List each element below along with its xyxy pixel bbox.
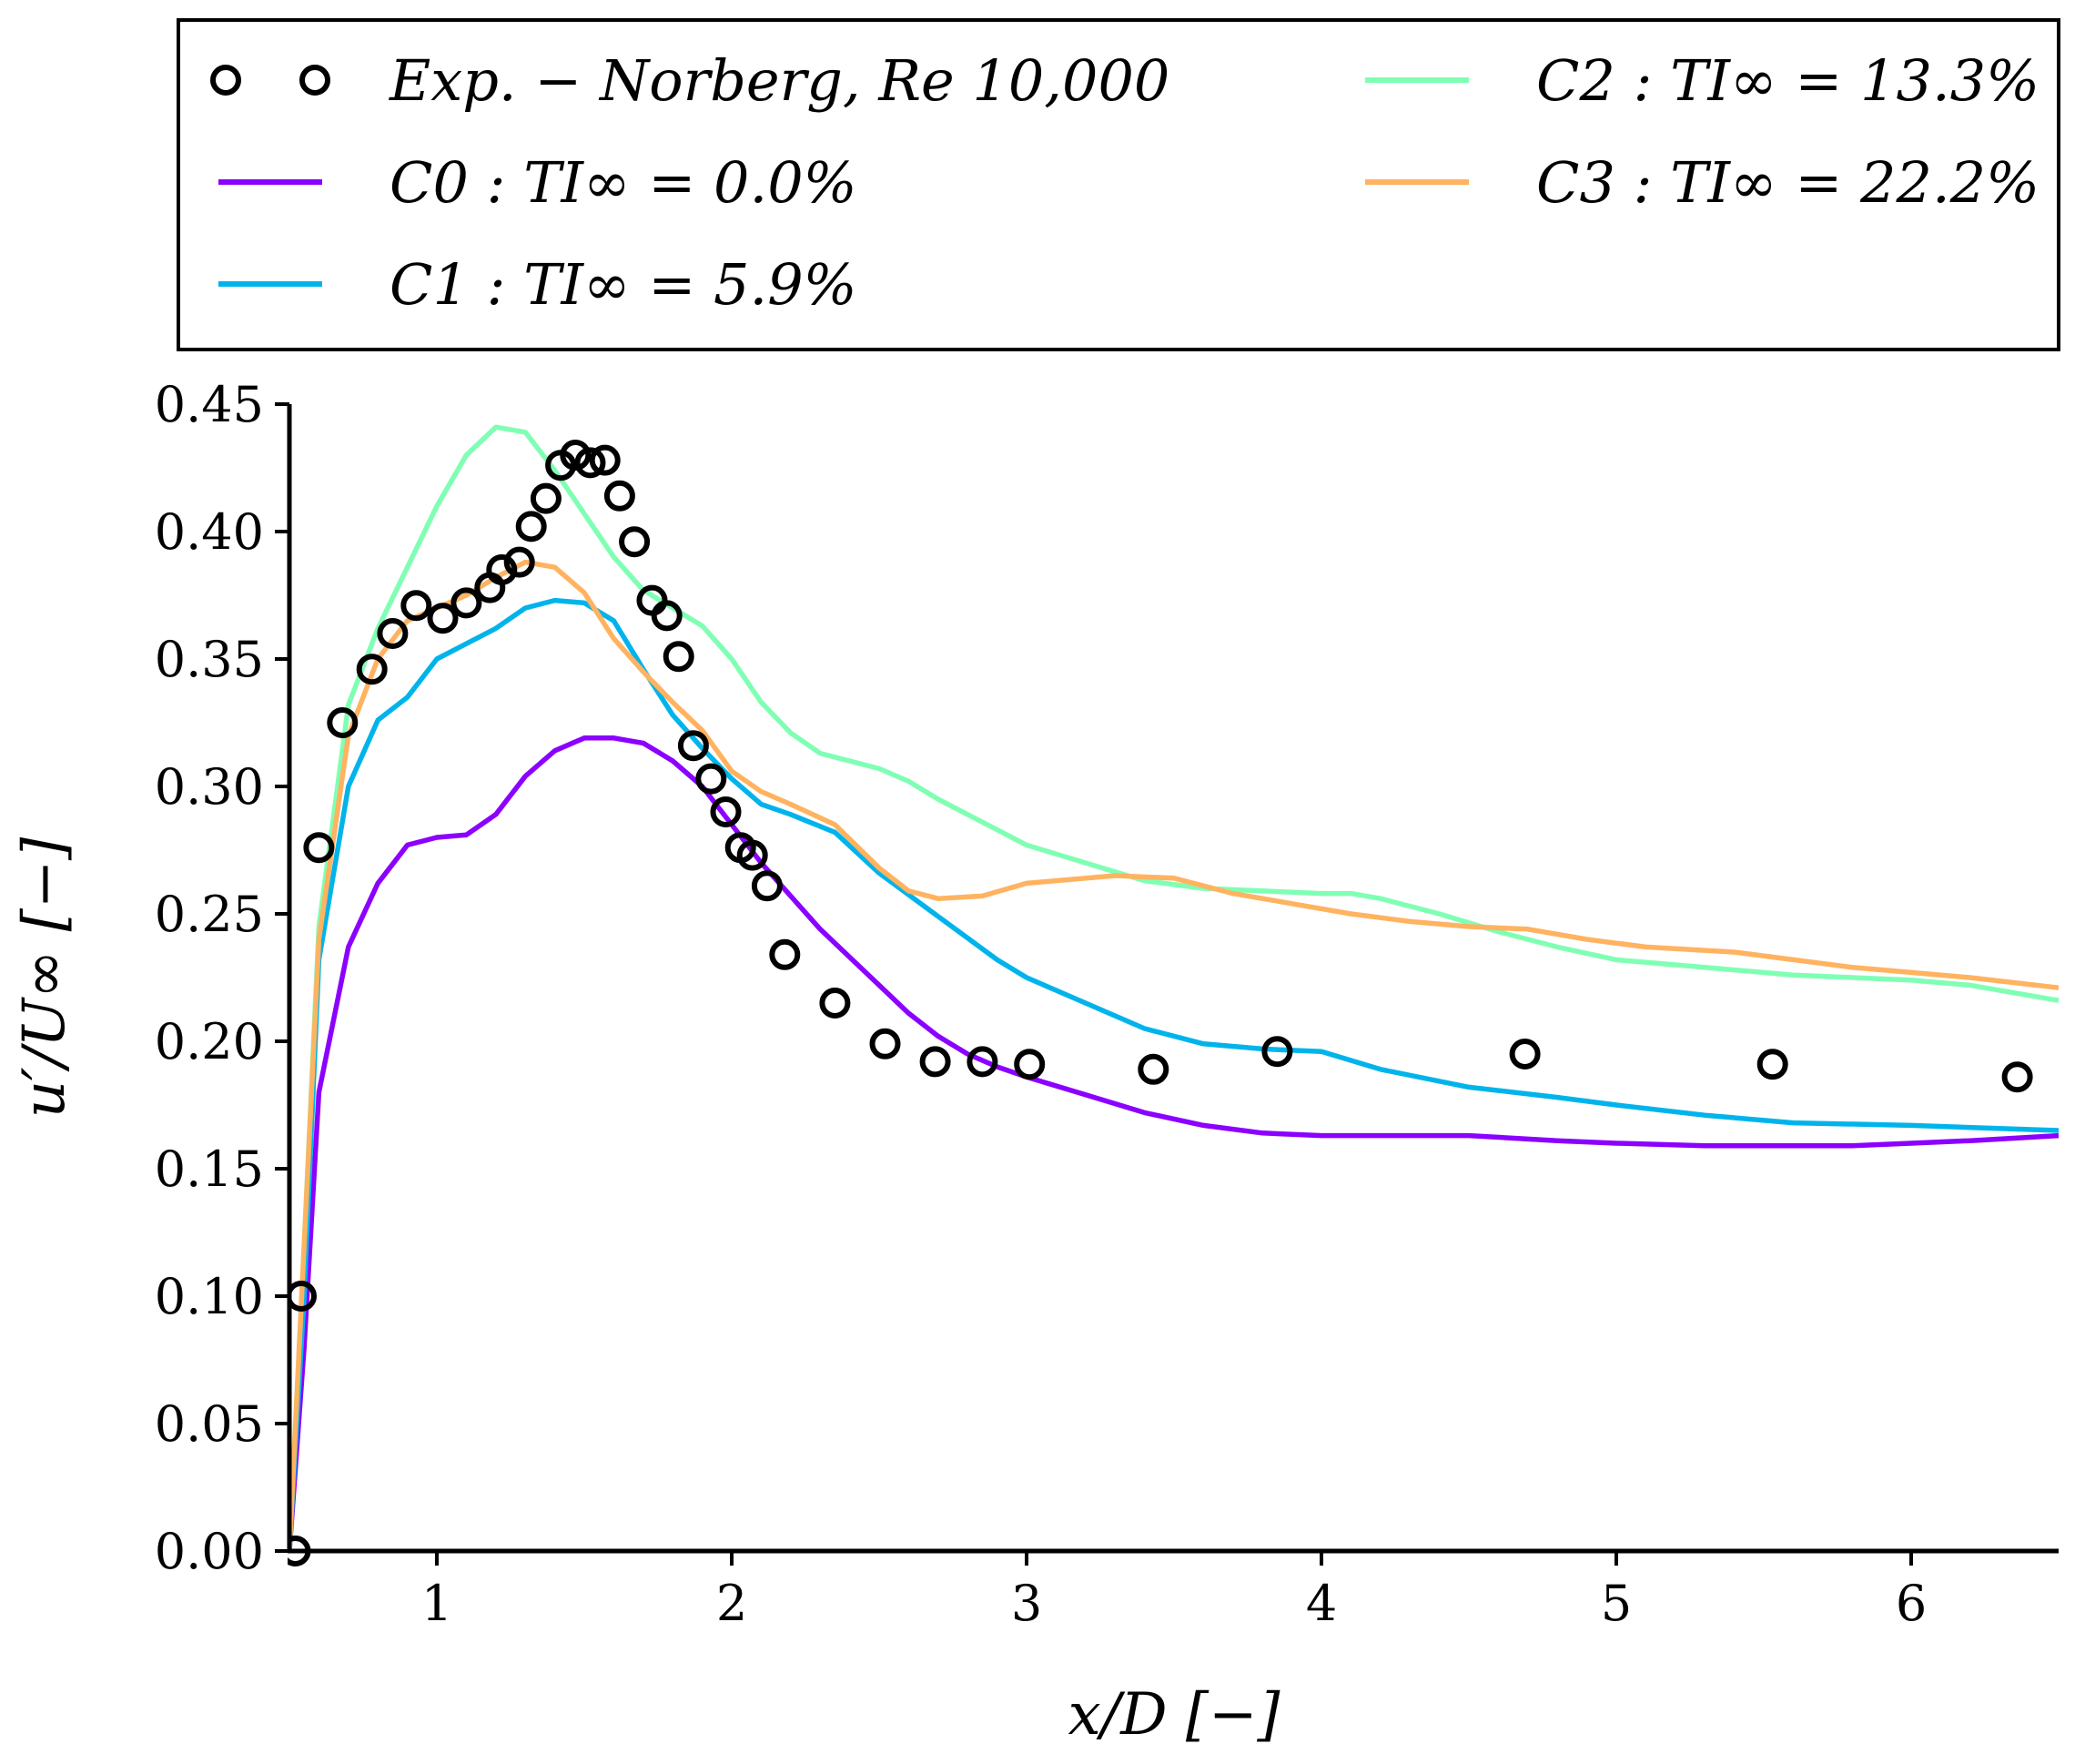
data-point xyxy=(574,447,606,479)
legend-item: C0 : TI∞ = 0.0% xyxy=(218,149,857,216)
data-point xyxy=(967,1046,998,1078)
data-point xyxy=(400,590,432,622)
data-point xyxy=(819,988,851,1019)
legend-label: C2 : TI∞ = 13.3% xyxy=(1536,47,2040,114)
y-tick-label: 0.20 xyxy=(155,1013,264,1070)
legend-item: C3 : TI∞ = 22.2% xyxy=(1365,149,2040,216)
data-point xyxy=(710,796,742,827)
data-point xyxy=(695,763,727,795)
data-point xyxy=(1756,1049,1788,1080)
y-ticks: 0.00 0.05 0.10 0.15 0.20 0.25 0.30 0.35 0.40 0.45 xyxy=(155,376,289,1580)
x-tick-label: 1 xyxy=(421,1575,452,1632)
data-point xyxy=(486,554,518,585)
data-point xyxy=(515,511,547,542)
legend-item: C1 : TI∞ = 5.9% xyxy=(218,251,857,318)
legend-item: C2 : TI∞ = 13.3% xyxy=(1365,47,2040,114)
y-tick-label: 0.45 xyxy=(155,376,264,433)
legend-item: Exp. − Norberg, Re 10,000 xyxy=(210,47,1169,114)
data-point xyxy=(450,587,482,619)
y-tick-label: 0.35 xyxy=(155,631,264,688)
data-point xyxy=(1509,1039,1541,1070)
legend-label: Exp. − Norberg, Re 10,000 xyxy=(389,47,1169,114)
y-tick-label: 0.30 xyxy=(155,758,264,816)
y-tick-label: 0.10 xyxy=(155,1268,264,1325)
plot-area xyxy=(288,424,2060,1566)
series-line-c1 xyxy=(289,597,2060,1552)
x-ticks: 1 2 3 4 5 6 xyxy=(421,1551,1927,1632)
y-tick-label: 0.05 xyxy=(155,1395,264,1453)
data-point xyxy=(2001,1061,2033,1093)
legend-label: C1 : TI∞ = 5.9% xyxy=(390,251,857,318)
data-point xyxy=(377,618,409,649)
data-point xyxy=(503,546,535,578)
x-tick-label: 5 xyxy=(1601,1575,1632,1632)
y-tick-label: 0.15 xyxy=(155,1141,264,1198)
x-tick-label: 2 xyxy=(716,1575,747,1632)
data-point xyxy=(651,600,683,632)
legend-label: C3 : TI∞ = 22.2% xyxy=(1536,149,2040,216)
y-tick-label: 0.40 xyxy=(155,503,264,561)
legend: Exp. − Norberg, Re 10,000 C0 : TI∞ = 0.0%… xyxy=(177,18,2060,351)
legend-marker xyxy=(299,65,330,96)
x-tick-label: 4 xyxy=(1306,1575,1337,1632)
data-point xyxy=(427,603,459,634)
data-point xyxy=(603,480,635,512)
y-tick-label: 0.25 xyxy=(155,886,264,943)
data-point xyxy=(1138,1053,1169,1085)
data-point xyxy=(589,444,621,476)
y-tick-label: 0.00 xyxy=(155,1523,264,1580)
data-point xyxy=(751,870,783,902)
data-point xyxy=(1261,1036,1293,1068)
series-line-c3 xyxy=(289,559,2060,1552)
data-point xyxy=(663,641,694,673)
series-lines xyxy=(289,424,2060,1552)
legend-frame xyxy=(177,18,2060,351)
series-line-c2 xyxy=(289,424,2060,1552)
data-point xyxy=(677,730,709,762)
data-point xyxy=(327,707,359,738)
data-point xyxy=(736,839,768,871)
series-line-c0 xyxy=(289,735,2060,1552)
series-markers xyxy=(288,440,2033,1566)
data-point xyxy=(530,482,562,514)
legend-marker xyxy=(210,65,241,96)
x-tick-label: 6 xyxy=(1896,1575,1927,1632)
x-axis-title: x/D [−] xyxy=(1068,1681,1281,1749)
data-point xyxy=(560,440,592,471)
data-point xyxy=(869,1028,901,1059)
data-point xyxy=(303,832,335,864)
legend-label: C0 : TI∞ = 0.0% xyxy=(390,149,857,216)
x-tick-label: 3 xyxy=(1011,1575,1042,1632)
data-point xyxy=(356,654,388,685)
data-point xyxy=(1014,1049,1046,1080)
y-axis-title: u′/U∞ [−] xyxy=(11,836,78,1119)
data-point xyxy=(919,1046,951,1078)
data-point xyxy=(769,938,801,970)
data-point xyxy=(619,526,651,558)
